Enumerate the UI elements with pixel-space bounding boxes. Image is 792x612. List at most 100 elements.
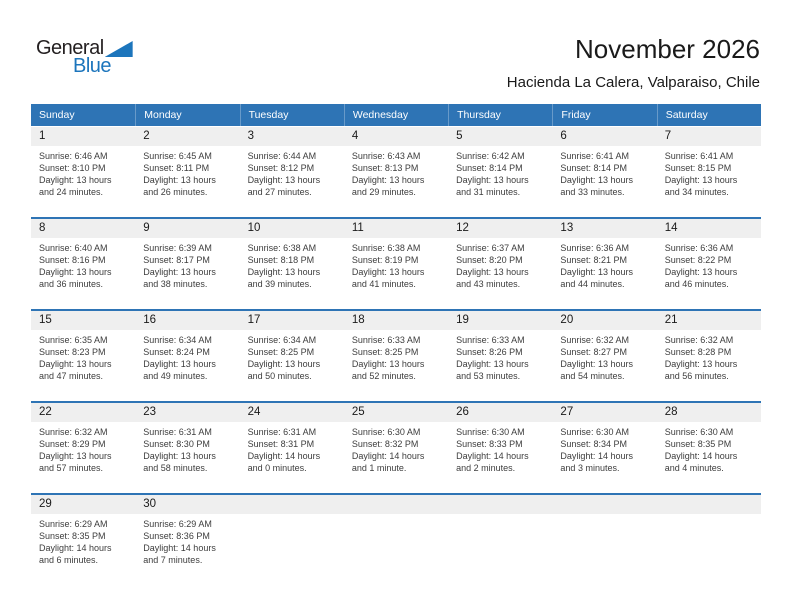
calendar-day-cell-22: 22 Sunrise: 6:32 AM Sunset: 8:29 PM Dayligh… <box>31 403 136 493</box>
day-details: Sunrise: 6:32 AM Sunset: 8:27 PM Daylight:… <box>552 330 656 383</box>
sunrise-text: Sunrise: 6:32 AM <box>39 427 108 437</box>
sunrise-text: Sunrise: 6:41 AM <box>664 151 734 161</box>
day-number: 2 <box>135 127 240 146</box>
daylight-text: Daylight: 13 hours and 43 minutes. <box>456 267 529 290</box>
daylight-text: Daylight: 14 hours and 4 minutes. <box>664 451 738 474</box>
daylight-text: Daylight: 14 hours and 6 minutes. <box>39 543 112 566</box>
day-details: Sunrise: 6:30 AM Sunset: 8:34 PM Daylight:… <box>552 422 656 475</box>
sunrise-text: Sunrise: 6:32 AM <box>560 335 629 345</box>
daylight-text: Daylight: 14 hours and 1 minute. <box>351 451 425 474</box>
sunset-text: Sunset: 8:18 PM <box>247 255 315 266</box>
day-number: 30 <box>135 495 240 514</box>
day-number: 24 <box>239 403 344 422</box>
daylight-text: Daylight: 14 hours and 2 minutes. <box>456 451 529 474</box>
day-details: Sunrise: 6:44 AM Sunset: 8:12 PM Daylight:… <box>240 146 344 199</box>
day-details: Sunrise: 6:31 AM Sunset: 8:31 PM Daylight:… <box>240 422 344 475</box>
sunrise-text: Sunrise: 6:29 AM <box>143 519 212 529</box>
calendar-day-cell-empty <box>448 495 553 585</box>
day-number <box>343 495 449 514</box>
sunset-text: Sunset: 8:35 PM <box>39 531 106 542</box>
sunrise-text: Sunrise: 6:39 AM <box>143 243 212 253</box>
calendar-day-cell-13: 13 Sunrise: 6:36 AM Sunset: 8:21 PM Dayligh… <box>552 219 657 309</box>
sunset-text: Sunset: 8:24 PM <box>143 347 210 358</box>
sunset-text: Sunset: 8:30 PM <box>143 439 210 450</box>
daylight-text: Daylight: 13 hours and 26 minutes. <box>143 175 216 198</box>
weekday-header-monday: Monday <box>135 104 239 126</box>
calendar-day-cell-12: 12 Sunrise: 6:37 AM Sunset: 8:20 PM Dayligh… <box>448 219 553 309</box>
daylight-text: Daylight: 13 hours and 47 minutes. <box>39 359 112 382</box>
day-number: 16 <box>135 311 240 330</box>
calendar-day-cell-1: 1 Sunrise: 6:46 AM Sunset: 8:10 PM Daylight… <box>31 127 136 217</box>
calendar-day-cell-4: 4 Sunrise: 6:43 AM Sunset: 8:13 PM Daylight… <box>343 127 449 217</box>
day-number: 20 <box>552 311 657 330</box>
calendar-day-cell-18: 18 Sunrise: 6:33 AM Sunset: 8:25 PM Dayligh… <box>343 311 449 401</box>
week-row-4: 22 Sunrise: 6:32 AM Sunset: 8:29 PM Dayligh… <box>31 401 761 493</box>
day-details: Sunrise: 6:29 AM Sunset: 8:35 PM Daylight:… <box>31 514 135 567</box>
calendar-day-cell-30: 30 Sunrise: 6:29 AM Sunset: 8:36 PM Dayligh… <box>135 495 240 585</box>
day-number: 15 <box>31 311 136 330</box>
calendar-day-cell-empty <box>239 495 344 585</box>
day-details: Sunrise: 6:43 AM Sunset: 8:13 PM Daylight:… <box>344 146 448 199</box>
day-number: 13 <box>552 219 657 238</box>
day-number: 28 <box>656 403 761 422</box>
day-number <box>656 495 761 514</box>
day-number: 8 <box>31 219 136 238</box>
day-details: Sunrise: 6:36 AM Sunset: 8:21 PM Daylight:… <box>552 238 656 291</box>
day-number <box>552 495 657 514</box>
calendar-day-cell-5: 5 Sunrise: 6:42 AM Sunset: 8:14 PM Daylight… <box>448 127 553 217</box>
day-details: Sunrise: 6:30 AM Sunset: 8:35 PM Daylight:… <box>657 422 761 475</box>
calendar-day-cell-10: 10 Sunrise: 6:38 AM Sunset: 8:18 PM Dayligh… <box>239 219 344 309</box>
day-number <box>239 495 344 514</box>
daylight-text: Daylight: 13 hours and 46 minutes. <box>664 267 738 290</box>
sunrise-text: Sunrise: 6:36 AM <box>560 243 629 253</box>
day-details: Sunrise: 6:32 AM Sunset: 8:28 PM Daylight:… <box>657 330 761 383</box>
calendar-day-cell-17: 17 Sunrise: 6:34 AM Sunset: 8:25 PM Dayligh… <box>239 311 344 401</box>
day-details: Sunrise: 6:33 AM Sunset: 8:25 PM Daylight:… <box>344 330 448 383</box>
day-number: 6 <box>552 127 657 146</box>
calendar-day-cell-7: 7 Sunrise: 6:41 AM Sunset: 8:15 PM Daylight… <box>656 127 761 217</box>
sunset-text: Sunset: 8:23 PM <box>39 347 106 358</box>
calendar-day-cell-empty <box>552 495 657 585</box>
daylight-text: Daylight: 13 hours and 36 minutes. <box>39 267 112 290</box>
calendar-title: November 2026 <box>575 34 760 64</box>
week-row-3: 15 Sunrise: 6:35 AM Sunset: 8:23 PM Dayligh… <box>31 309 761 401</box>
sunrise-text: Sunrise: 6:30 AM <box>560 427 629 437</box>
weeks-container: 1 Sunrise: 6:46 AM Sunset: 8:10 PM Daylight… <box>31 127 761 585</box>
sunrise-text: Sunrise: 6:29 AM <box>39 519 108 529</box>
week-row-1: 1 Sunrise: 6:46 AM Sunset: 8:10 PM Daylight… <box>31 127 761 217</box>
calendar-day-cell-2: 2 Sunrise: 6:45 AM Sunset: 8:11 PM Daylight… <box>135 127 240 217</box>
calendar-location-subtitle: Hacienda La Calera, Valparaiso, Chile <box>506 74 760 91</box>
calendar-day-cell-11: 11 Sunrise: 6:38 AM Sunset: 8:19 PM Dayligh… <box>343 219 449 309</box>
day-number: 4 <box>343 127 449 146</box>
day-number: 27 <box>552 403 657 422</box>
sunrise-text: Sunrise: 6:38 AM <box>247 243 317 253</box>
sunrise-text: Sunrise: 6:42 AM <box>456 151 525 161</box>
page-header: General Blue November 2026 Hacienda La C… <box>0 0 792 104</box>
day-number: 19 <box>448 311 553 330</box>
day-details: Sunrise: 6:32 AM Sunset: 8:29 PM Daylight:… <box>31 422 135 475</box>
day-number <box>448 495 553 514</box>
day-details: Sunrise: 6:40 AM Sunset: 8:16 PM Daylight:… <box>31 238 135 291</box>
sunset-text: Sunset: 8:33 PM <box>456 439 523 450</box>
sunset-text: Sunset: 8:19 PM <box>351 255 419 266</box>
sunset-text: Sunset: 8:31 PM <box>247 439 315 450</box>
daylight-text: Daylight: 13 hours and 58 minutes. <box>143 451 216 474</box>
day-number: 25 <box>343 403 449 422</box>
daylight-text: Daylight: 13 hours and 24 minutes. <box>39 175 112 198</box>
week-row-2: 8 Sunrise: 6:40 AM Sunset: 8:16 PM Daylight… <box>31 217 761 309</box>
daylight-text: Daylight: 13 hours and 33 minutes. <box>560 175 633 198</box>
daylight-text: Daylight: 14 hours and 3 minutes. <box>560 451 633 474</box>
sunset-text: Sunset: 8:15 PM <box>664 163 732 174</box>
sunset-text: Sunset: 8:36 PM <box>143 531 210 542</box>
calendar-day-cell-25: 25 Sunrise: 6:30 AM Sunset: 8:32 PM Dayligh… <box>343 403 449 493</box>
general-blue-logo: General Blue <box>36 38 133 76</box>
sunset-text: Sunset: 8:21 PM <box>560 255 627 266</box>
day-number: 14 <box>656 219 761 238</box>
day-details: Sunrise: 6:30 AM Sunset: 8:32 PM Daylight:… <box>344 422 448 475</box>
weekday-header-wednesday: Wednesday <box>343 104 448 126</box>
weekday-header-saturday: Saturday <box>656 104 761 126</box>
day-number: 21 <box>656 311 761 330</box>
daylight-text: Daylight: 13 hours and 52 minutes. <box>351 359 425 382</box>
daylight-text: Daylight: 13 hours and 38 minutes. <box>143 267 216 290</box>
sunset-text: Sunset: 8:14 PM <box>560 163 627 174</box>
